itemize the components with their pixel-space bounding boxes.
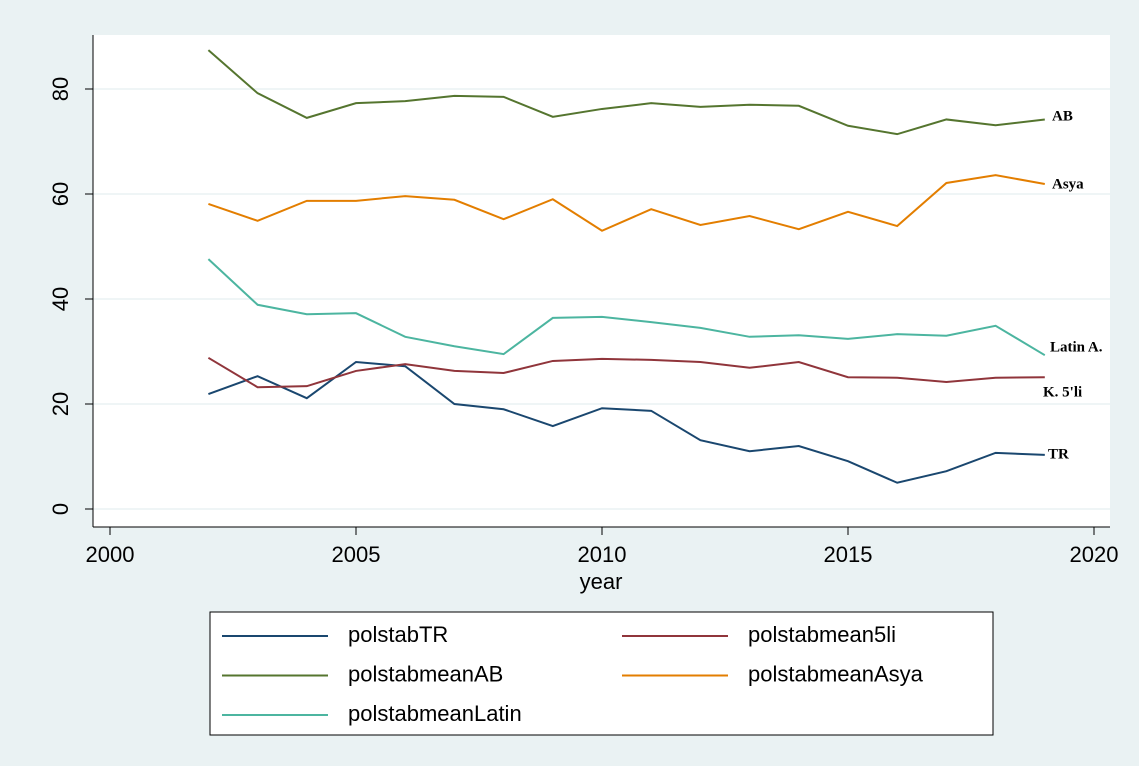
y-tick-label: 60	[48, 182, 73, 206]
x-tick-label: 2015	[824, 542, 873, 567]
annotation: K. 5'li	[1043, 384, 1082, 400]
legend-label: polstabmeanAB	[348, 661, 503, 686]
series-line	[207, 49, 1045, 136]
y-tick-label: 80	[48, 77, 73, 101]
legend-box	[209, 611, 994, 736]
annotation: AB	[1052, 108, 1073, 124]
legend-label: polstabmeanAsya	[748, 661, 924, 686]
annotation: Asya	[1052, 176, 1084, 192]
legend-label: polstabTR	[348, 622, 448, 647]
series-line	[207, 356, 1045, 389]
series-line	[208, 360, 1045, 484]
legend-label: polstabmeanLatin	[348, 701, 522, 726]
x-tick-label: 2020	[1070, 542, 1119, 567]
series-line	[207, 258, 1046, 357]
annotation: TR	[1048, 446, 1069, 462]
annotation: Latin A.	[1050, 339, 1103, 355]
legend-label: polstabmean5li	[748, 622, 896, 647]
x-tick-label: 2005	[332, 542, 381, 567]
series-line	[208, 174, 1045, 232]
y-tick-label: 0	[48, 503, 73, 515]
y-tick-label: 40	[48, 287, 73, 311]
x-axis-label: year	[580, 569, 623, 594]
plot-region	[93, 35, 1110, 527]
x-tick-label: 2010	[578, 542, 627, 567]
y-tick-label: 20	[48, 392, 73, 416]
x-tick-label: 2000	[86, 542, 135, 567]
